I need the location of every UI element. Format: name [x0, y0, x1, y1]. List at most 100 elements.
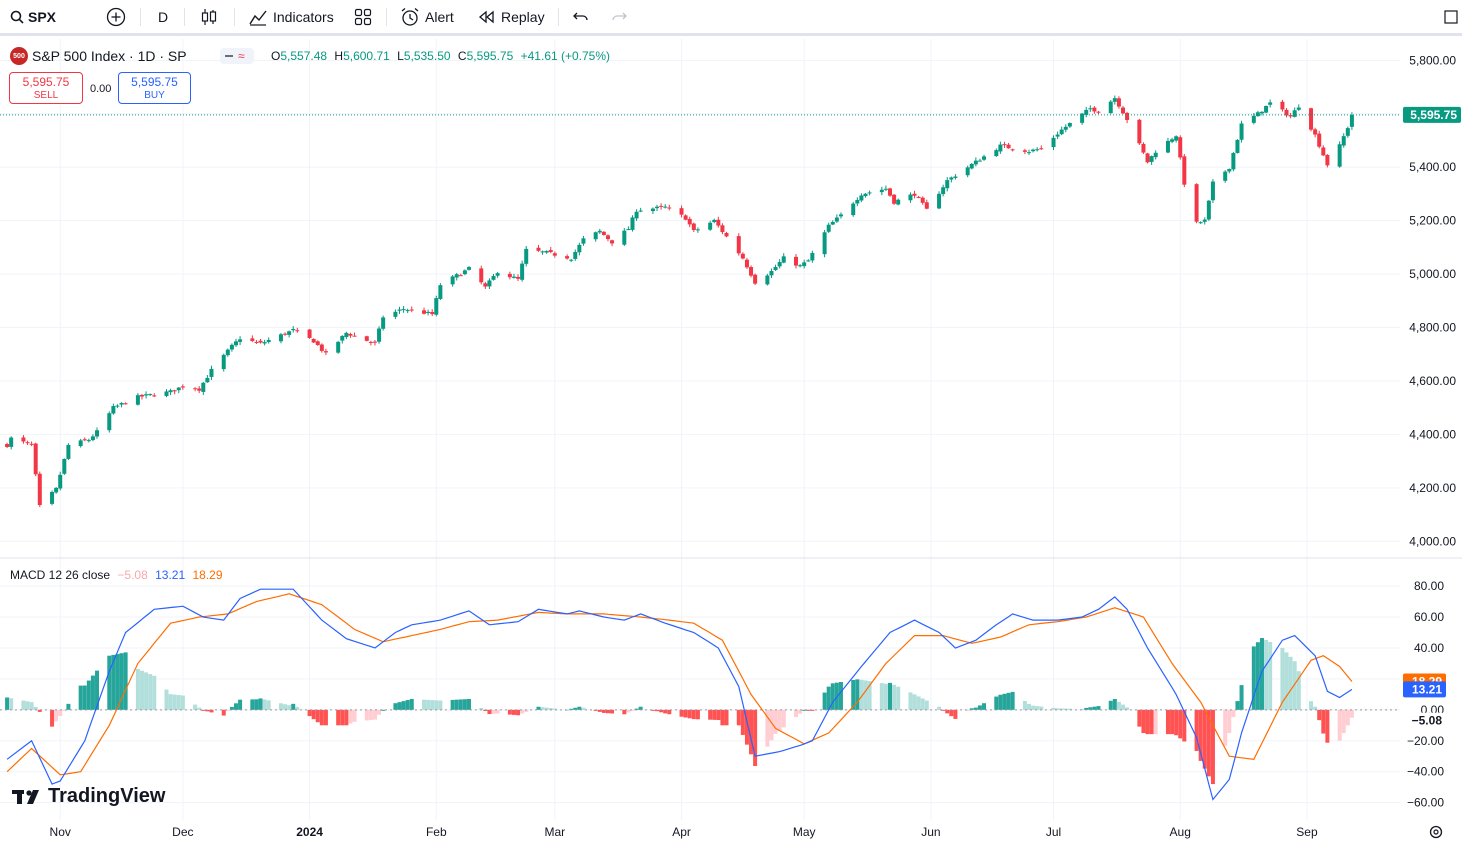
macd-hist-bar [348, 709, 353, 724]
candle-body [851, 203, 856, 216]
candle-body [691, 223, 696, 230]
macd-hist-bar [78, 685, 83, 710]
candle-body [466, 267, 471, 270]
candle-body [573, 251, 578, 259]
compare-symbol-button[interactable] [106, 0, 126, 34]
candle-body [552, 253, 557, 256]
candle-body [953, 176, 958, 178]
macd-hist-bar [54, 709, 59, 722]
macd-hist-bar [152, 675, 157, 710]
layouts-button[interactable] [354, 0, 372, 34]
macd-hist-bar [1309, 701, 1314, 710]
chart-type-button[interactable] [200, 0, 218, 34]
candle-body [37, 473, 42, 505]
candle-body [95, 430, 100, 437]
macd-hist-bar [229, 706, 234, 710]
macd-hist-bar [1006, 692, 1011, 710]
macd-legend[interactable]: MACD 12 26 close −5.08 13.21 18.29 [10, 568, 223, 582]
chart-canvas[interactable]: 5,800.005,600.005,400.005,200.005,000.00… [0, 39, 1462, 846]
candle-body [368, 341, 373, 343]
time-tick-label: Dec [172, 825, 193, 839]
candle-body [712, 219, 717, 223]
macd-hist-bar [937, 706, 942, 710]
fullscreen-button[interactable] [1444, 0, 1458, 34]
macd-hist-bar [597, 709, 602, 712]
macd-hist-bar [916, 696, 921, 710]
candle-body [507, 273, 512, 278]
macd-hist-bar [945, 709, 950, 714]
buy-button[interactable]: 5,595.75 BUY [118, 72, 191, 104]
symbol-search-button[interactable]: SPX [10, 0, 56, 34]
macd-hist-bar [1341, 709, 1346, 734]
macd-hist-bar [495, 709, 500, 714]
macd-hist-bar [33, 707, 38, 710]
macd-hist-bar [1345, 709, 1350, 726]
macd-hist-bar [115, 654, 120, 710]
indicators-button[interactable]: Indicators [248, 0, 334, 34]
candle-body [1010, 149, 1015, 151]
time-tick-label: Feb [426, 825, 447, 839]
toolbar-divider [184, 8, 185, 26]
macd-hist-bar [822, 692, 827, 710]
candle-body [597, 230, 602, 233]
candle-body [348, 333, 353, 336]
candle-body [916, 196, 921, 198]
interval-button[interactable]: D [158, 0, 168, 34]
redo-button[interactable] [610, 0, 628, 34]
macd-hist-bar [859, 679, 864, 710]
macd-hist-bar [1264, 640, 1269, 710]
macd-hist-bar [1170, 709, 1175, 735]
candle-body [781, 256, 786, 263]
macd-hist-bar [1182, 709, 1187, 742]
candle-body [1223, 171, 1228, 181]
macd-hist-bar [765, 709, 770, 747]
macd-hist-bar [1268, 642, 1273, 710]
macd-hist-bar [659, 709, 664, 713]
symbol-legend[interactable]: 500 S&P 500 Index · 1D · SP [10, 46, 187, 66]
price-axis[interactable]: 5,800.005,600.005,400.005,200.005,000.00… [1409, 53, 1456, 548]
time-axis[interactable]: Nov Dec 2024 Feb Mar Apr May Jun Jul Aug Sep [50, 825, 1318, 839]
macd-hist-bar [295, 706, 300, 710]
candle-body [205, 377, 210, 383]
candles-series [5, 95, 1354, 508]
settings-gear-icon[interactable] [1429, 825, 1443, 839]
candle-body [336, 341, 341, 353]
macd-hist-bar [994, 696, 999, 710]
macd-hist-bar [565, 709, 570, 711]
price-tick-label: 4,000.00 [1409, 534, 1456, 548]
candle-body [495, 273, 500, 276]
macd-hist-bar [802, 709, 807, 711]
undo-button[interactable] [572, 0, 590, 34]
price-tick-label: 4,200.00 [1409, 481, 1456, 495]
candle-body [769, 271, 774, 276]
macd-hist-bar [667, 709, 672, 715]
macd-hist-bar [1239, 685, 1244, 710]
replay-button[interactable]: Replay [478, 0, 545, 34]
macd-hist-bar [1149, 709, 1154, 735]
tradingview-logo[interactable]: TradingView [12, 785, 165, 808]
sell-button[interactable]: 5,595.75 SELL [9, 72, 83, 104]
price-tick-label: 4,400.00 [1409, 427, 1456, 441]
candle-body [1092, 107, 1097, 112]
candle-body [401, 309, 406, 311]
candle-body [937, 193, 942, 209]
symbol-title: S&P 500 Index · 1D · SP [32, 48, 187, 64]
visibility-toggle[interactable]: ≈ [220, 48, 254, 64]
alert-button[interactable]: Alert [400, 0, 454, 34]
candle-body [1149, 156, 1154, 162]
candle-body [1296, 107, 1301, 110]
candle-body [982, 156, 987, 160]
candle-body [479, 268, 484, 283]
macd-hist-bar [430, 700, 435, 710]
macd-hist-bar [1035, 706, 1040, 710]
candle-body [536, 247, 541, 251]
candle-body [483, 283, 488, 287]
candle-body [315, 341, 320, 345]
macd-hist-bar [982, 703, 987, 710]
time-tick-label: May [793, 825, 816, 839]
candle-body [687, 218, 692, 225]
macd-tick-label: 60.00 [1414, 610, 1444, 624]
candle-body [287, 331, 292, 335]
macd-hist-bar [66, 703, 71, 710]
candle-body [1067, 123, 1072, 127]
